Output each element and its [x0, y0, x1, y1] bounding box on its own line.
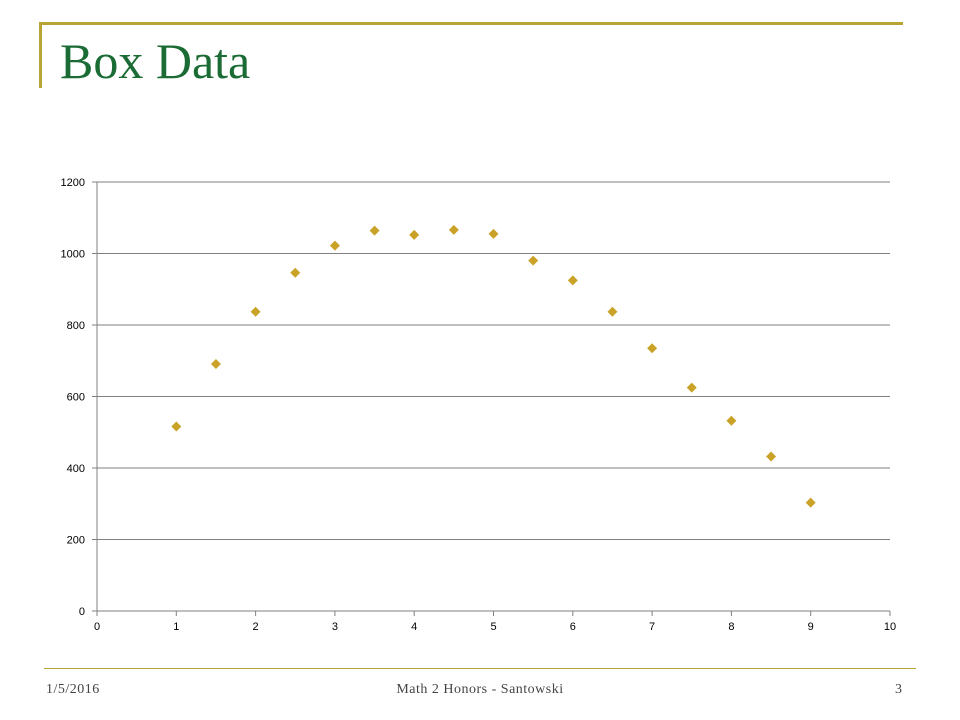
data-point-diamond	[329, 240, 340, 251]
x-tick-label: 8	[728, 621, 734, 633]
x-tick-label: 1	[173, 621, 179, 633]
y-tick-label: 1000	[61, 249, 85, 261]
data-point-diamond	[567, 275, 578, 286]
title-frame-top-rule	[39, 22, 903, 25]
data-point-diamond	[290, 267, 301, 278]
page-number: 3	[895, 682, 903, 697]
x-tick-label: 9	[808, 621, 814, 633]
data-point-diamond	[488, 228, 499, 239]
data-point-diamond	[766, 451, 777, 462]
x-tick-label: 0	[94, 621, 100, 633]
data-point-diamond	[250, 306, 261, 317]
y-tick-label: 600	[67, 392, 85, 404]
y-tick-label: 1200	[61, 177, 85, 189]
y-tick-label: 200	[67, 535, 85, 547]
data-point-diamond	[607, 306, 618, 317]
y-tick-label: 400	[67, 463, 85, 475]
x-tick-label: 5	[490, 621, 496, 633]
y-tick-label: 0	[79, 606, 85, 618]
footer-course-title: Math 2 Honors - Santowski	[396, 682, 564, 697]
x-tick-label: 10	[884, 621, 896, 633]
data-point-diamond	[448, 224, 459, 235]
x-tick-label: 6	[570, 621, 576, 633]
y-tick-label: 800	[67, 320, 85, 332]
data-point-diamond	[210, 358, 221, 369]
data-point-diamond	[369, 225, 380, 236]
footer-rule	[44, 668, 916, 669]
data-point-diamond	[686, 382, 697, 393]
title-frame-left-rule	[39, 22, 42, 88]
data-point-diamond	[805, 497, 816, 508]
data-point-diamond	[171, 421, 182, 432]
slide-title: Box Data	[60, 33, 251, 89]
x-tick-label: 3	[332, 621, 338, 633]
x-tick-label: 7	[649, 621, 655, 633]
x-tick-label: 4	[411, 621, 417, 633]
data-point-diamond	[409, 229, 420, 240]
data-point-diamond	[726, 415, 737, 426]
data-point-diamond	[528, 255, 539, 266]
footer-date: 1/5/2016	[46, 682, 100, 697]
x-tick-label: 2	[253, 621, 259, 633]
data-point-diamond	[647, 343, 658, 354]
